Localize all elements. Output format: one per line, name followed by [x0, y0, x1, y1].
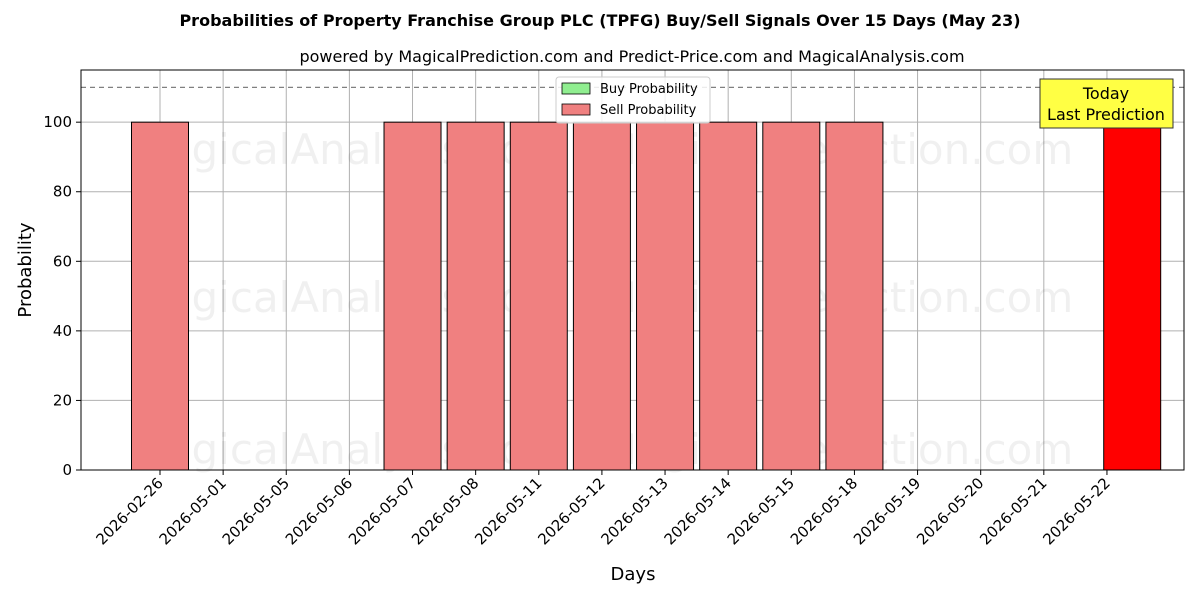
legend-box: [555, 76, 711, 124]
x-tick-label: 2026-05-08: [408, 474, 482, 548]
x-tick-label: 2026-05-22: [1039, 474, 1113, 548]
y-tick-label: 60: [53, 252, 72, 270]
legend-swatch-buy: [561, 82, 591, 95]
legend-label-sell: Sell Probability: [600, 103, 697, 118]
y-tick-label: 40: [53, 322, 72, 340]
x-tick-label: 2026-05-07: [345, 474, 419, 548]
x-tick-layer: 2026-02-262026-05-012026-05-052026-05-06…: [92, 470, 1114, 548]
today-annotation-box: [1039, 78, 1174, 129]
x-tick-label: 2026-05-01: [156, 474, 230, 548]
chart-title: Probabilities of Property Franchise Grou…: [179, 11, 1020, 30]
sell-probability-bar: [699, 121, 758, 471]
y-tick-layer: 0 20 40 60 80 100: [43, 113, 81, 479]
x-tick-label: 2026-05-15: [724, 474, 798, 548]
x-tick-label: 2026-05-18: [787, 474, 861, 548]
sell-probability-bar: [762, 121, 821, 471]
today-annotation-line2: Last Prediction: [1047, 105, 1165, 124]
x-axis-label: Days: [611, 564, 656, 585]
legend-swatch-sell: [561, 103, 591, 116]
today-annotation: Today Last Prediction: [1039, 78, 1174, 129]
x-tick-label: 2026-05-14: [661, 474, 735, 548]
sell-probability-bar: [825, 121, 884, 471]
sell-probability-bar: [131, 121, 189, 471]
legend-label-buy: Buy Probability: [600, 82, 698, 97]
x-tick-label: 2026-05-06: [282, 474, 356, 548]
x-tick-label: 2026-02-26: [92, 474, 166, 548]
y-tick-label: 80: [53, 183, 72, 201]
x-tick-label: 2026-05-19: [850, 474, 924, 548]
x-tick-label: 2026-05-12: [534, 474, 608, 548]
legend: Buy Probability Sell Probability: [555, 76, 711, 124]
today-sell-probability-bar: [1103, 121, 1162, 471]
y-tick-label: 100: [43, 113, 72, 131]
y-tick-label: 0: [62, 461, 72, 479]
y-axis-label: Probability: [15, 222, 36, 317]
x-tick-label: 2026-05-11: [471, 474, 545, 548]
plot-frame: [80, 69, 1185, 471]
sell-probability-bar: [572, 121, 631, 471]
chart-subtitle: powered by MagicalPrediction.com and Pre…: [299, 47, 964, 66]
sell-probability-bar: [636, 121, 695, 471]
sell-probability-bar: [509, 121, 568, 471]
x-tick-label: 2026-05-20: [913, 474, 987, 548]
today-annotation-line1: Today: [1082, 84, 1129, 103]
x-tick-label: 2026-05-21: [976, 474, 1050, 548]
y-tick-label: 20: [53, 391, 72, 409]
sell-probability-bar: [383, 121, 442, 471]
sell-probability-bar: [446, 121, 505, 471]
x-tick-label: 2026-05-13: [597, 474, 671, 548]
x-tick-label: 2026-05-05: [219, 474, 293, 548]
